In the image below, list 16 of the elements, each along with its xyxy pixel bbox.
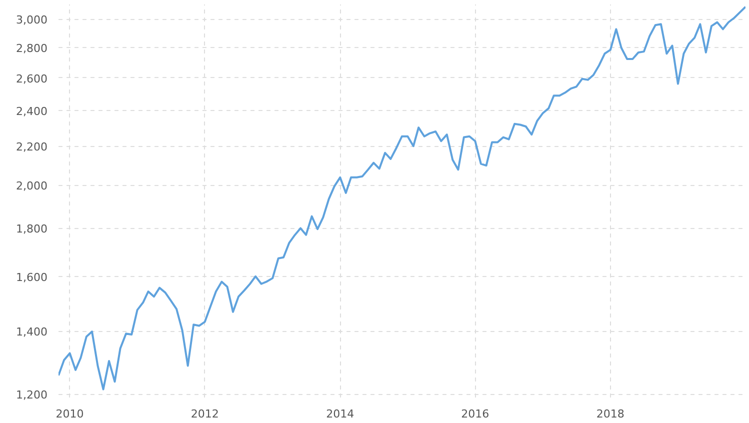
y-tick-label: 2,600 — [16, 72, 48, 86]
y-tick-label: 1,200 — [16, 388, 48, 402]
x-tick-label: 2018 — [596, 408, 624, 420]
line-series — [58, 6, 746, 390]
x-tick-label: 2016 — [461, 408, 490, 420]
x-tick-label: 2014 — [326, 408, 354, 420]
y-tick-label: 2,200 — [16, 140, 48, 154]
y-tick-label: 1,400 — [16, 326, 48, 339]
y-tick-label: 1,600 — [16, 270, 48, 284]
y-tick-label: 1,800 — [16, 222, 48, 236]
y-tick-label: 2,800 — [16, 42, 48, 55]
y-tick-label: 2,000 — [16, 180, 48, 193]
x-tick-label: 2010 — [56, 408, 84, 420]
x-tick-label: 2012 — [190, 408, 219, 420]
y-tick-label: 3,000 — [16, 14, 48, 27]
y-tick-label: 2,400 — [16, 105, 48, 118]
